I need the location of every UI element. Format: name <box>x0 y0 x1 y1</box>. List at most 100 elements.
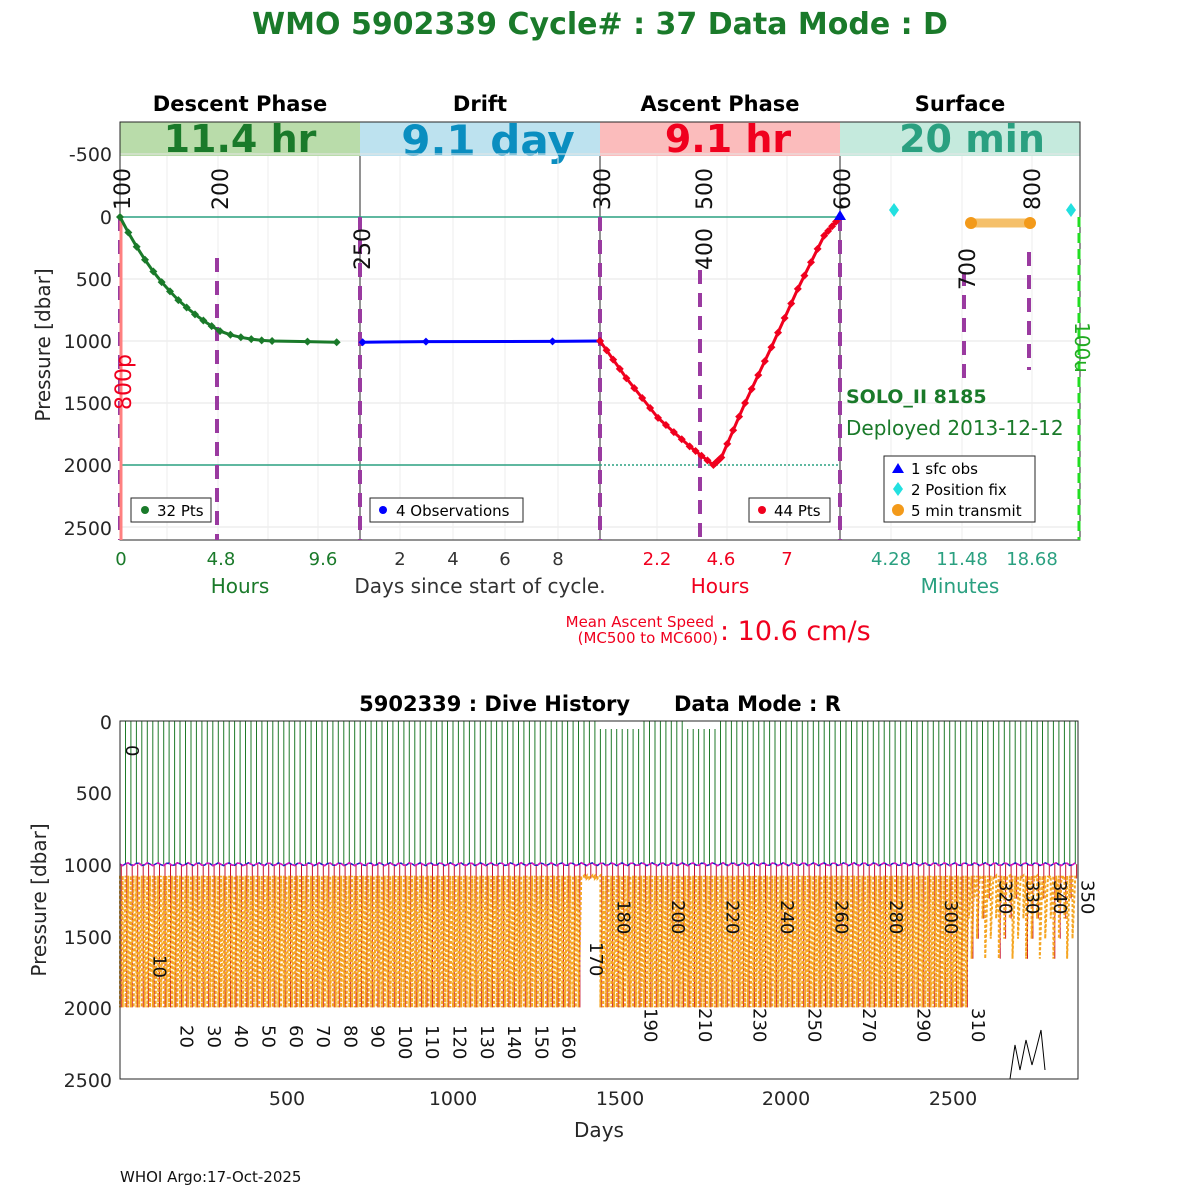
descent-point <box>303 337 312 346</box>
cycle-label: 320 <box>994 880 1015 914</box>
cycle-label: 300 <box>940 900 961 934</box>
top-panel: Descent Phase Drift Ascent Phase Surface… <box>31 92 1094 647</box>
cycle-label: 250 <box>803 1008 824 1042</box>
cycle-label: 120 <box>449 1025 470 1059</box>
cycle-label: 230 <box>749 1008 770 1042</box>
ascent-point <box>697 451 706 460</box>
xtick-ascent: 2.2 <box>643 549 672 570</box>
phase-name-descent: Descent Phase <box>153 92 327 116</box>
xtick-descent: 0 <box>115 549 126 570</box>
xtick-drift: 6 <box>499 549 510 570</box>
descent-point <box>124 228 133 237</box>
bottom-title: 5902339 : Dive History Data Mode : R <box>359 692 841 716</box>
xtick-bottom: 1000 <box>429 1088 477 1110</box>
ytick-bottom: 0 <box>100 712 112 734</box>
legend-ascent-text: 44 Pts <box>774 502 821 520</box>
cycle-label: 180 <box>612 900 633 934</box>
xtick-bottom: 2500 <box>929 1088 977 1110</box>
ascent-speed-label2: (MC500 to MC600) <box>578 629 718 647</box>
ascent-point <box>813 244 822 253</box>
ytick-top: 1500 <box>64 393 112 415</box>
bottom-xticks: 500 1000 1500 2000 2500 <box>269 1088 977 1110</box>
ascent-point <box>691 447 700 456</box>
bottom-ylabel: Pressure [dbar] <box>27 823 51 976</box>
mc-label-100: 100 <box>111 168 136 210</box>
legend-surface-item: 1 sfc obs <box>911 460 978 478</box>
bottom-xlabel: Days <box>574 1118 624 1142</box>
ascent-point <box>747 385 756 394</box>
ascent-point <box>729 426 738 435</box>
ytick-top: 500 <box>76 269 112 291</box>
cycle-label: 310 <box>967 1008 988 1042</box>
ascent-point <box>638 394 647 403</box>
top-ylabel: Pressure [dbar] <box>31 268 55 421</box>
ascent-point <box>723 439 732 448</box>
descent-point <box>247 335 256 344</box>
sfc-obs-marker <box>834 210 846 220</box>
top-yticks: -500 0 500 1000 1500 2000 2500 <box>64 144 112 540</box>
cycle-label: 160 <box>558 1025 579 1059</box>
float-deployed: Deployed 2013-12-12 <box>846 416 1064 440</box>
ascent-point <box>717 453 726 462</box>
xtick-bottom: 1500 <box>596 1088 644 1110</box>
ascent-point <box>654 413 663 422</box>
ytick-top: 1000 <box>64 331 112 353</box>
cycle-label: 10 <box>148 955 169 978</box>
bottom-yticks: 0 500 1000 1500 2000 2500 <box>64 712 112 1092</box>
descent-line <box>118 216 337 344</box>
cycle-label: 290 <box>913 1008 934 1042</box>
mc-label-400: 400 <box>693 228 718 270</box>
ascent-point <box>806 258 815 267</box>
legend-drift: 4 Observations <box>369 497 524 523</box>
descent-point <box>199 316 208 325</box>
cycle-label: 100 <box>394 1025 415 1059</box>
xlabel-drift: Days since start of cycle. <box>354 574 605 598</box>
ascent-point <box>596 337 604 345</box>
descent-point <box>257 336 266 345</box>
band-surface <box>840 122 1080 156</box>
mc-label-250: 250 <box>351 228 376 270</box>
descent-point <box>116 213 124 221</box>
ascent-point <box>661 421 670 430</box>
cycle-label: 140 <box>503 1025 524 1059</box>
ascent-point <box>760 357 769 366</box>
profile-depth-line <box>119 873 1077 1008</box>
position-fix-marker <box>889 203 899 217</box>
mc-label-100u: 100u <box>1070 322 1094 373</box>
ascent-point <box>735 412 744 421</box>
descent-point <box>216 327 224 336</box>
cycle-label: 110 <box>421 1025 442 1059</box>
descent-point <box>174 296 183 305</box>
ascent-point <box>820 231 829 240</box>
band-descent <box>120 122 360 156</box>
legend-surface: 1 sfc obs 2 Position fix 5 min transmit <box>883 455 1036 523</box>
mc-label-200: 200 <box>209 168 234 210</box>
legend-descent: 32 Pts <box>130 497 212 523</box>
ascent-point <box>622 374 631 383</box>
xtick-bottom: 500 <box>269 1088 305 1110</box>
ascent-point <box>677 435 686 444</box>
final-profile-trace <box>1009 1029 1046 1080</box>
cycle-label: 0 <box>121 745 142 756</box>
drift-line <box>362 339 601 344</box>
xtick-drift: 2 <box>394 549 405 570</box>
xtick-drift: 4 <box>447 549 458 570</box>
xtick-ascent: 7 <box>781 549 792 570</box>
drift-point <box>358 338 367 347</box>
top-series-layer <box>116 213 844 469</box>
dive-history-layer <box>119 721 1078 1080</box>
cycle-label: 20 <box>176 1025 197 1048</box>
phase-name-drift: Drift <box>453 92 507 116</box>
xtick-drift: 8 <box>552 549 563 570</box>
float-model: SOLO_II 8185 <box>846 386 987 408</box>
mc-label-500: 500 <box>693 168 718 210</box>
descent-point <box>182 303 191 312</box>
ascent-point <box>828 222 837 231</box>
xtick-surface: 11.48 <box>936 549 988 570</box>
cycle-label: 80 <box>339 1025 360 1048</box>
ytick-bottom: 500 <box>76 783 112 805</box>
legend-surface-item: 5 min transmit <box>911 502 1022 520</box>
ascent-point <box>630 384 639 393</box>
descent-point <box>149 267 158 276</box>
